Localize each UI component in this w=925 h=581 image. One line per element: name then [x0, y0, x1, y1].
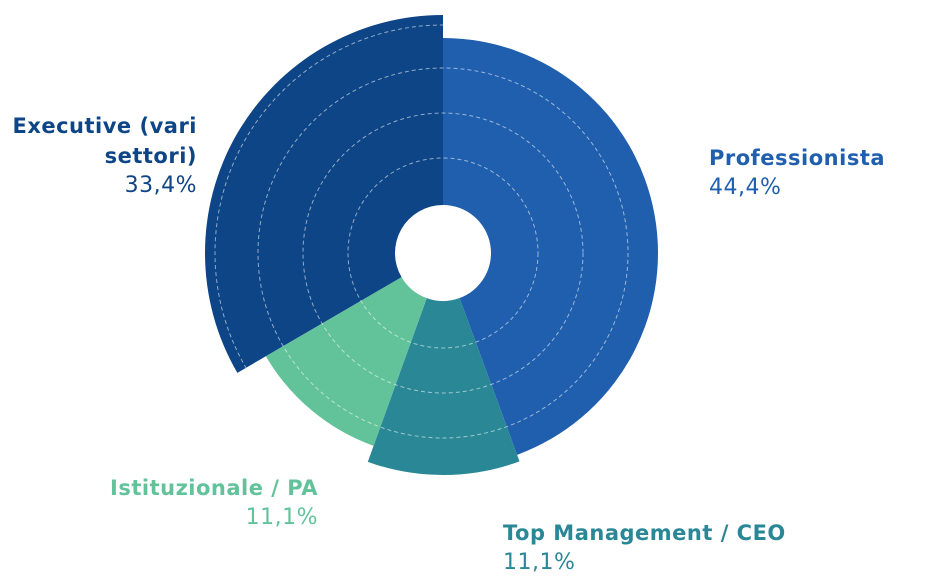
- category-label: Professionista: [709, 146, 886, 170]
- ring: [302, 112, 584, 394]
- ring: [214, 24, 658, 475]
- ring: [347, 157, 539, 349]
- wedge: [443, 38, 658, 455]
- slice-label: Top Management / CEO 11,1%: [503, 518, 786, 578]
- wedge: [265, 277, 427, 446]
- category-label: Top Management / CEO: [503, 521, 786, 545]
- wedge: [367, 298, 520, 475]
- value-label: 11,1%: [245, 505, 318, 530]
- value-label: 44,4%: [709, 175, 782, 200]
- slice-label: Professionista 44,4%: [709, 143, 885, 203]
- ring: [257, 67, 629, 439]
- value-label: 11,1%: [503, 550, 576, 575]
- slice-label: Istituzionale / PA 11,1%: [0, 473, 318, 533]
- category-label: Istituzionale / PA: [110, 476, 318, 500]
- value-label: 33,4%: [124, 173, 197, 198]
- wedge: [205, 15, 443, 373]
- category-label: Executive (vari settori): [12, 114, 197, 168]
- slice-label: Executive (vari settori) 33,4%: [0, 111, 197, 201]
